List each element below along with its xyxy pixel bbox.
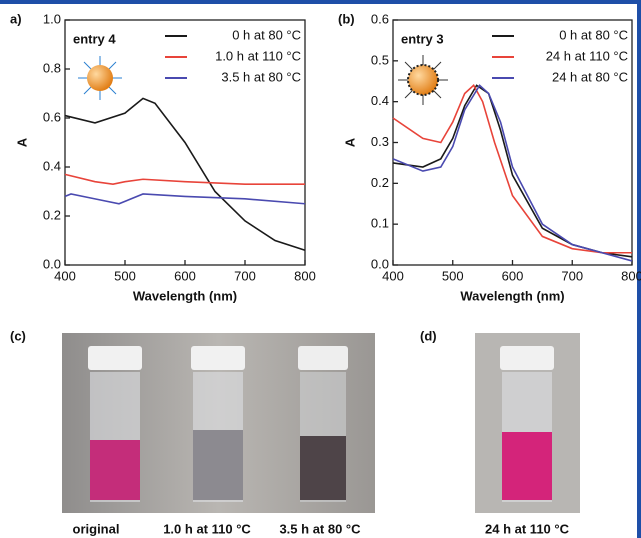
y-tick-label: 0.5	[371, 52, 389, 67]
photo-caption: 3.5 h at 80 °C	[279, 521, 361, 536]
y-tick-label: 0.0	[371, 256, 389, 271]
y-tick-label: 1.0	[43, 11, 61, 26]
y-tick-label: 0.3	[371, 134, 389, 149]
top-border	[0, 0, 641, 4]
legend-label: 24 h at 110 °C	[546, 48, 628, 63]
vial	[500, 346, 554, 502]
y-tick-label: 0.0	[43, 256, 61, 271]
spectrum-line	[392, 84, 633, 262]
legend-label: 1.0 h at 110 °C	[215, 48, 301, 63]
x-axis-label: Wavelength (nm)	[460, 288, 564, 303]
x-axis-label: Wavelength (nm)	[133, 288, 237, 303]
spectrum-line	[392, 84, 633, 258]
spectrum-line	[64, 193, 306, 205]
x-tick-label: 700	[561, 268, 583, 283]
x-tick-label: 400	[382, 268, 404, 283]
x-tick-label: 600	[502, 268, 524, 283]
vial	[88, 346, 142, 502]
y-tick-label: 0.4	[43, 158, 61, 173]
y-axis-label: A	[342, 137, 357, 147]
panel-label: (d)	[420, 328, 437, 343]
nanoparticle-icon	[78, 56, 122, 100]
x-tick-label: 500	[442, 268, 464, 283]
photo-caption: 24 h at 110 °C	[485, 521, 570, 536]
vial	[298, 346, 348, 502]
x-tick-label: 700	[234, 268, 256, 283]
panel-label: (c)	[10, 328, 26, 343]
nanoparticle-icon	[398, 55, 448, 105]
y-tick-label: 0.4	[371, 93, 389, 108]
legend-label: 24 h at 80 °C	[552, 69, 628, 84]
x-tick-label: 500	[114, 268, 136, 283]
x-tick-label: 800	[621, 268, 641, 283]
y-tick-label: 0.6	[371, 11, 389, 26]
legend-label: 3.5 h at 80 °C	[221, 69, 301, 84]
x-tick-label: 800	[294, 268, 316, 283]
annotation: entry 3	[401, 31, 444, 46]
legend-label: 0 h at 80 °C	[559, 27, 628, 42]
y-tick-label: 0.1	[371, 216, 389, 231]
y-tick-label: 0.8	[43, 60, 61, 75]
legend-label: 0 h at 80 °C	[232, 27, 301, 42]
annotation: entry 4	[73, 31, 116, 46]
panel-label: a)	[10, 11, 22, 26]
photo-caption: original	[73, 521, 120, 536]
vial	[191, 346, 245, 502]
x-tick-label: 600	[174, 268, 196, 283]
spectrum-line	[64, 173, 305, 185]
y-tick-label: 0.2	[371, 175, 389, 190]
y-axis-label: A	[14, 137, 29, 147]
right-border	[637, 0, 641, 538]
spectrum-line	[392, 84, 632, 254]
y-tick-label: 0.6	[43, 109, 61, 124]
panel-label: (b)	[338, 11, 355, 26]
photo-caption: 1.0 h at 110 °C	[163, 521, 251, 536]
y-tick-label: 0.2	[43, 207, 61, 222]
x-tick-label: 400	[54, 268, 76, 283]
spectrum-line	[64, 97, 306, 252]
